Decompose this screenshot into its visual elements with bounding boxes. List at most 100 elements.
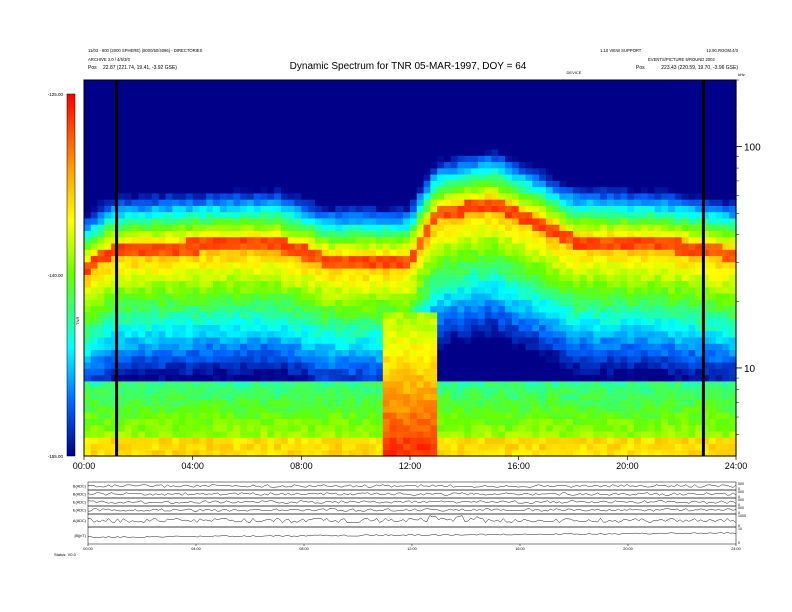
spectrogram-cell (457, 430, 465, 438)
spectrogram-cell (559, 148, 567, 156)
spectrogram-cell (552, 393, 561, 401)
spectrogram-cell (484, 148, 493, 156)
spectrogram-cell (124, 305, 133, 313)
spectrogram-cell (416, 230, 425, 238)
spectrogram-cell (437, 405, 445, 413)
spectrogram-cell (573, 318, 581, 325)
spectrogram-cell (498, 393, 506, 401)
spectrogram-cell (192, 130, 201, 137)
spectrogram-cell (593, 280, 601, 288)
spectrogram-cell (640, 80, 649, 87)
spectrogram-cell (552, 418, 561, 426)
spectrogram-cell (573, 117, 581, 125)
spectrogram-cell (179, 430, 187, 438)
spectrogram-cell (505, 380, 513, 388)
spectrogram-cell (90, 443, 99, 451)
spectrogram-cell (477, 174, 486, 181)
spectrogram-cell (138, 230, 146, 238)
spectrogram-cell (539, 374, 547, 382)
spectrogram-cell (253, 336, 262, 344)
spectrogram-cell (185, 148, 194, 156)
spectrogram-cell (498, 311, 506, 319)
spectrogram-cell (423, 130, 431, 137)
spectrogram-cell (640, 92, 649, 100)
spectrogram-cell (539, 180, 547, 188)
colorbar-label: TNR (75, 317, 80, 325)
spectrogram-cell (111, 293, 119, 300)
spectrogram-cell (559, 236, 567, 244)
spectrogram-cell (151, 205, 160, 213)
spectrogram-cell (151, 136, 160, 144)
spectrogram-cell (559, 343, 567, 351)
spectrogram-cell (172, 305, 180, 313)
spectrogram-cell (179, 311, 187, 319)
spectrogram-cell (97, 161, 105, 169)
spectrogram-cell (192, 155, 201, 163)
spectrogram-cell (457, 437, 465, 445)
spectrogram-cell (138, 148, 146, 156)
spectrogram-cell (233, 211, 241, 219)
spectrogram-cell (348, 355, 357, 363)
spectrogram-cell (124, 236, 133, 244)
spectrogram-cell (403, 92, 411, 100)
spectrogram-cell (206, 86, 214, 94)
spectrogram-cell (226, 393, 235, 401)
spectrogram-cell (640, 192, 649, 200)
spectrogram-cell (219, 255, 228, 263)
spectrogram-cell (308, 268, 316, 275)
spectrogram-cell (376, 236, 384, 244)
spectrogram-cell (505, 142, 513, 150)
spectrogram-cell (620, 192, 628, 200)
spectrogram-cell (552, 286, 561, 294)
spectrogram-cell (138, 330, 146, 338)
spectrogram-cell (145, 242, 153, 250)
spectrogram-cell (145, 174, 153, 181)
spectrogram-cell (552, 211, 561, 219)
spectrogram-cell (627, 393, 635, 401)
spectrogram-cell (566, 80, 574, 87)
spectrogram-cell (450, 174, 459, 181)
spectrogram-cell (314, 255, 323, 263)
spectrogram-cell (369, 86, 377, 94)
spectrogram-cell (280, 167, 289, 175)
spectrogram-cell (484, 186, 493, 194)
spectrogram-cell (199, 311, 207, 319)
spectrogram-cell (410, 268, 418, 275)
spectrogram-cell (430, 268, 438, 275)
spectrogram-cell (362, 230, 370, 238)
spectrogram-cell (192, 387, 201, 394)
spectrogram-cell (573, 330, 581, 338)
spectrogram-cell (172, 293, 180, 300)
spectrogram-cell (525, 136, 533, 144)
spectrogram-cell (416, 105, 425, 112)
spectrogram-cell (179, 86, 187, 94)
spectrogram-cell (342, 362, 350, 369)
spectrogram-cell (586, 105, 594, 112)
spectrogram-cell (84, 161, 92, 169)
spectrogram-cell (138, 249, 146, 257)
spectrogram-cell (355, 186, 364, 194)
spectrogram-cell (335, 324, 343, 332)
spectrogram-cell (260, 330, 268, 338)
spectrogram-cell (369, 399, 377, 407)
spectrogram-cell (165, 449, 173, 457)
spectrogram-cell (185, 305, 194, 313)
spectrogram-cell (308, 192, 316, 200)
spectrogram-cell (172, 224, 180, 231)
spectrogram-cell (376, 123, 384, 131)
spectrogram-cell (172, 236, 180, 244)
spectrogram-cell (206, 418, 214, 426)
spectrogram-cell (138, 261, 146, 269)
spectrogram-cell (613, 418, 622, 426)
spectrogram-cell (369, 299, 377, 307)
spectrogram-cell (539, 274, 547, 282)
spectrogram-cell (185, 286, 194, 294)
spectrogram-cell (260, 236, 268, 244)
spectrogram-cell (192, 324, 201, 332)
spectrogram-cell (158, 86, 167, 94)
spectrogram-cell (287, 286, 296, 294)
spectrogram-cell (84, 343, 92, 351)
spectrogram-cell (104, 387, 112, 394)
spectrogram-cell (369, 230, 377, 238)
spectrogram-cell (111, 180, 119, 188)
